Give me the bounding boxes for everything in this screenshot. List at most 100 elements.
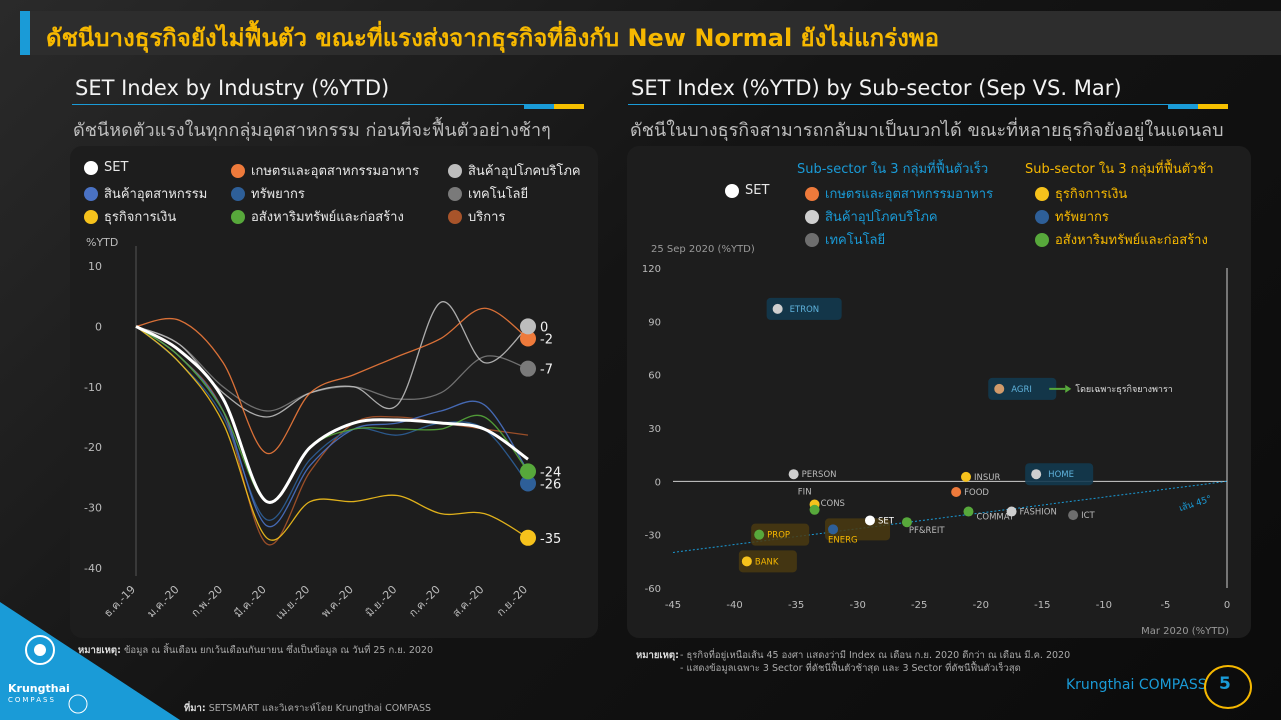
title-accent <box>20 11 30 55</box>
point-highlight-box <box>738 550 797 573</box>
scatter-point <box>741 556 752 567</box>
scatter-point <box>809 504 820 515</box>
agri-annotation: โดยเฉพาะธุรกิจยางพารา <box>1075 384 1173 395</box>
series-end-marker <box>520 330 536 347</box>
scatter-point <box>1031 469 1042 480</box>
y-axis-label: %YTD <box>86 236 118 249</box>
right-chart-title: SET Index (%YTD) by Sub-sector (Sep VS. … <box>631 76 1122 100</box>
right-underline-blue <box>1168 104 1198 109</box>
page-number: 5 <box>1219 674 1231 694</box>
series-end-label: -2 <box>540 332 553 347</box>
legend-item-financial: ธุรกิจการเงิน <box>1035 183 1127 204</box>
scatter-point-label: PERSON <box>802 470 837 480</box>
scatter-chart: 25 Sep 2020 (%YTD) 120 90 60 30 0 -30 -60 -45 -40… <box>642 244 1230 637</box>
legend-item-services: บริการ <box>448 206 505 227</box>
y-tick-label: 90 <box>648 317 661 328</box>
scatter-point <box>828 524 839 535</box>
legend-item-resources: ทรัพยากร <box>1035 206 1109 227</box>
y-tick-label: -40 <box>84 562 102 575</box>
left-chart-panel: SET สินค้าอุตสาหกรรม ธุรกิจการเงิน เกษตร… <box>70 146 598 638</box>
x-tick-label: -45 <box>665 600 681 611</box>
series-line <box>135 325 529 412</box>
y-tick-label: -30 <box>645 531 661 542</box>
legend-item-consumer: สินค้าอุปโภคบริโภค <box>448 160 581 181</box>
scatter-point-label: COMMAT <box>976 513 1014 523</box>
legend-item-technology: เทคโนโลยี <box>448 183 528 204</box>
x-tick-label: -25 <box>911 600 927 611</box>
series-end-label: -7 <box>540 363 553 378</box>
title-bar: ดัชนีบางธุรกิจยังไม่ฟื้นตัว ขณะที่แรงส่ง… <box>20 11 1281 55</box>
y-tick-label: -20 <box>84 441 102 454</box>
y-tick-label: 10 <box>88 260 102 273</box>
left-chart-subtitle: ดัชนีหดตัวแรงในทุกกลุ่มอุตสาหกรรม ก่อนที… <box>73 120 551 141</box>
legend-item-financial: ธุรกิจการเงิน <box>84 206 176 227</box>
legend-item-resources: ทรัพยากร <box>231 183 305 204</box>
y-tick-label: 60 <box>648 371 661 382</box>
scatter-point-label: SET <box>878 516 895 526</box>
scatter-point <box>994 383 1005 394</box>
series-end-marker <box>520 360 536 377</box>
series-line <box>135 307 529 454</box>
left-chart-title: SET Index by Industry (%YTD) <box>75 76 390 100</box>
y-tick-label: 0 <box>655 477 661 488</box>
scatter-point <box>901 517 912 528</box>
agri-arrow-head <box>1065 384 1072 393</box>
legend-item-agro: เกษตรและอุตสาหกรรมอาหาร <box>231 160 419 181</box>
x-tick-label: -10 <box>1096 600 1112 611</box>
x-tick-label: -30 <box>849 600 865 611</box>
fast-recovery-header: Sub-sector ใน 3 กลุ่มที่ฟื้นตัวเร็ว <box>797 162 989 177</box>
right-chart-panel: Sub-sector ใน 3 กลุ่มที่ฟื้นตัวเร็ว Sub-… <box>627 146 1251 638</box>
scatter-point <box>788 469 799 480</box>
legend-item-agro: เกษตรและอุตสาหกรรมอาหาร <box>805 183 993 204</box>
point-highlight-box <box>825 518 891 541</box>
series-end-marker <box>520 318 536 335</box>
reference-45-label: เส้น 45° <box>1178 493 1213 514</box>
right-note-label: หมายเหตุ: <box>636 650 679 661</box>
scatter-point-label: INSUR <box>974 473 1000 483</box>
y-tick-label: -10 <box>84 381 102 394</box>
series-line <box>135 325 529 503</box>
x-tick-label: ก.พ.-20 <box>189 583 226 620</box>
x-tick-label: 0 <box>1224 600 1230 611</box>
y-tick-label: 120 <box>642 264 661 275</box>
x-tick-label: มี.ค.-20 <box>232 583 269 620</box>
x-tick-label: ส.ค.-20 <box>450 583 487 620</box>
point-highlight-box <box>988 377 1057 400</box>
scatter-point <box>772 303 783 314</box>
scatter-point-label: ENERG <box>828 535 858 545</box>
y-axis-title: 25 Sep 2020 (%YTD) <box>651 244 755 255</box>
scatter-point-label: AGRI <box>1011 385 1032 395</box>
x-tick-label: เม.ย.-20 <box>273 583 312 622</box>
series-end-marker <box>520 529 536 546</box>
series-line <box>135 325 529 521</box>
legend-item-property: อสังหาริมทรัพย์และก่อสร้าง <box>1035 229 1208 250</box>
x-axis-title: Mar 2020 (%YTD) <box>1141 626 1229 637</box>
series-end-label: -35 <box>540 532 561 547</box>
scatter-point-label: BANK <box>755 557 779 567</box>
legend-item-industrial: สินค้าอุตสาหกรรม <box>84 183 207 204</box>
x-tick-label: -5 <box>1160 600 1170 611</box>
scatter-point <box>754 529 765 540</box>
x-tick-label: -20 <box>973 600 989 611</box>
point-highlight-box <box>751 523 810 546</box>
y-tick-label: -60 <box>645 584 661 595</box>
legend-item-set: SET <box>725 183 769 198</box>
right-note-2: - แสดงข้อมูลเฉพาะ 3 Sector ที่ดัชนีฟื้นต… <box>680 663 1021 674</box>
series-line <box>135 325 529 528</box>
series-line <box>135 301 529 418</box>
right-note-1: - ธุรกิจที่อยู่เหนือเส้น 45 องศา แสดงว่า… <box>680 650 1071 661</box>
scatter-point <box>1068 510 1079 521</box>
series-end-label: 0 <box>540 320 548 335</box>
legend-item-technology: เทคโนโลยี <box>805 229 885 250</box>
legend-item-property: อสังหาริมทรัพย์และก่อสร้าง <box>231 206 404 227</box>
y-tick-label: 30 <box>648 424 661 435</box>
x-tick-label: มิ.ย.-20 <box>363 583 400 620</box>
legend-item-consumer: สินค้าอุปโภคบริโภค <box>805 206 938 227</box>
right-underline-yellow <box>1198 104 1228 109</box>
right-chart-subtitle: ดัชนีในบางธุรกิจสามารถกลับมาเป็นบวกได้ ข… <box>630 120 1224 141</box>
page-title: ดัชนีบางธุรกิจยังไม่ฟื้นตัว ขณะที่แรงส่ง… <box>46 24 940 52</box>
slow-recovery-header: Sub-sector ใน 3 กลุ่มที่ฟื้นตัวช้า <box>1025 162 1214 177</box>
point-highlight-box <box>766 297 842 320</box>
scatter-point-label: CONS <box>821 499 845 509</box>
